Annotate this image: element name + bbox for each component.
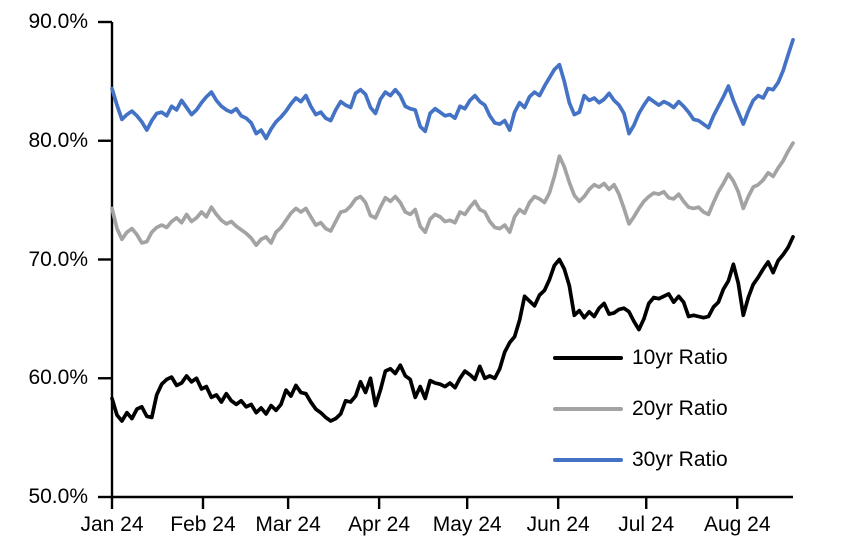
y-axis-tick-label: 70.0% [28,247,88,271]
x-axis-tick-label: May 24 [432,513,502,536]
series-line-20yr-ratio [110,141,795,248]
legend-line-swatch-10yr [553,356,623,360]
x-axis-tick-label: Mar 24 [255,513,321,536]
y-axis-tick-label: 60.0% [28,366,88,390]
legend-line-swatch-20yr [553,407,623,411]
x-axis-tick-label: Feb 24 [170,513,236,536]
legend-item-30yr-ratio: 30yr Ratio [553,448,728,472]
x-axis-tick-label: Apr 24 [348,513,411,536]
y-axis-tick-label: 50.0% [28,485,88,508]
x-axis-tick-label: Jul 24 [618,513,675,536]
series-line-10yr-ratio [110,235,795,423]
legend-label-10yr: 10yr Ratio [632,346,728,369]
legend-label-30yr: 30yr Ratio [632,448,728,471]
legend-item-10yr-ratio: 10yr Ratio [553,346,728,370]
x-axis-tick-label: Jun 24 [526,513,590,536]
y-axis-tick-label: 80.0% [28,128,88,152]
legend-label-20yr: 20yr Ratio [632,397,728,420]
series-line-30yr-ratio [110,37,795,141]
legend: 10yr Ratio 20yr Ratio 30yr Ratio [553,346,728,499]
legend-line-swatch-30yr [553,458,623,462]
y-axis-tick-label: 90.0% [28,10,88,33]
x-axis-tick-label: Aug 24 [703,513,771,536]
x-axis-tick-label: Jan 24 [80,513,144,536]
legend-item-20yr-ratio: 20yr Ratio [553,397,728,421]
